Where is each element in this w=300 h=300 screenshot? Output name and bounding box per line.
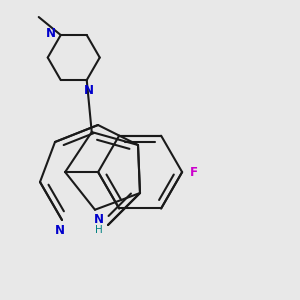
Text: N: N bbox=[46, 26, 56, 40]
Text: N: N bbox=[84, 84, 94, 97]
Text: N: N bbox=[94, 213, 104, 226]
Text: H: H bbox=[95, 225, 103, 235]
Text: N: N bbox=[55, 224, 65, 236]
Text: F: F bbox=[190, 166, 198, 178]
